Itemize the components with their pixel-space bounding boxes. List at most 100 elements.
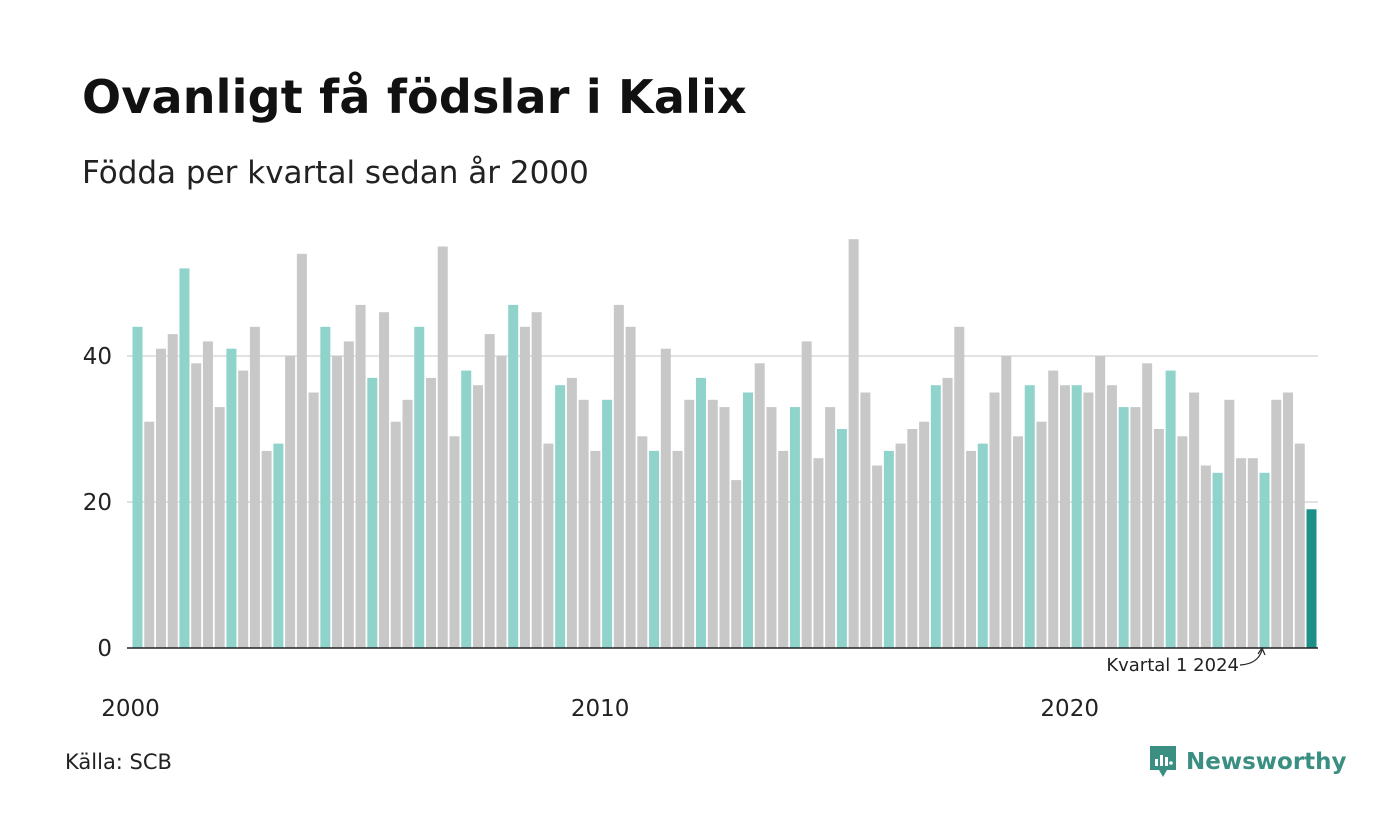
bar-2013-q3[interactable]: 2013 Q3: 33 — [766, 407, 777, 648]
bar-2016-q2[interactable]: 2016 Q2: 28 — [895, 443, 906, 648]
bar-2006-q2[interactable]: 2006 Q2: 37 — [426, 377, 436, 648]
bar-2013-q4[interactable]: 2013 Q4: 27 — [778, 450, 789, 648]
bar-2005-q2[interactable]: 2005 Q2: 46 — [379, 312, 390, 648]
bar-2008-q4[interactable]: 2008 Q4: 28 — [543, 443, 554, 648]
bar-2008-q3[interactable]: 2008 Q3: 46 — [531, 312, 542, 648]
bar-2007-q3[interactable]: 2007 Q3: 43 — [484, 334, 495, 648]
bar-2023-q2[interactable]: 2023 Q2: 34 — [1224, 399, 1235, 648]
bar-2022-q3[interactable]: 2022 Q3: 35 — [1189, 392, 1200, 649]
bar-2025-q1[interactable]: 2025 Q1: 19 — [1306, 509, 1317, 648]
bar-2019-q1[interactable]: 2019 Q1: 36 — [1024, 385, 1035, 648]
bar-2013-q1[interactable]: 2013 Q1: 35 — [742, 392, 753, 649]
bar-2017-q4[interactable]: 2017 Q4: 27 — [966, 450, 977, 648]
bar-2021-q2[interactable]: 2021 Q2: 33 — [1130, 407, 1141, 648]
bar-2010-q2[interactable]: 2010 Q2: 47 — [613, 304, 624, 648]
bar-2010-q3[interactable]: 2010 Q3: 44 — [625, 326, 636, 648]
bar-2023-q3[interactable]: 2023 Q3: 26 — [1236, 458, 1247, 648]
bar-2002-q2[interactable]: 2002 Q2: 38 — [238, 370, 249, 648]
bar-2023-q1[interactable]: 2023 Q1: 24 — [1212, 472, 1223, 648]
bar-2006-q4[interactable]: 2006 Q4: 29 — [449, 436, 460, 648]
bar-2024-q2[interactable]: 2024 Q2: 34 — [1271, 399, 1282, 648]
bar-2021-q3[interactable]: 2021 Q3: 39 — [1142, 363, 1153, 648]
bar-2018-q3[interactable]: 2018 Q3: 40 — [1001, 356, 1012, 648]
bar-2018-q2[interactable]: 2018 Q2: 35 — [989, 392, 1000, 649]
bar-2018-q4[interactable]: 2018 Q4: 29 — [1013, 436, 1023, 648]
bar-2012-q1[interactable]: 2012 Q1: 37 — [696, 377, 707, 648]
bar-2011-q3[interactable]: 2011 Q3: 27 — [672, 450, 683, 648]
bar-2006-q1[interactable]: 2006 Q1: 44 — [414, 326, 425, 648]
bar-2013-q2[interactable]: 2013 Q2: 39 — [754, 363, 765, 648]
bar-2006-q3[interactable]: 2006 Q3: 55 — [437, 246, 448, 649]
bar-2003-q3[interactable]: 2003 Q3: 54 — [296, 253, 307, 649]
bar-2004-q1[interactable]: 2004 Q1: 44 — [320, 326, 331, 648]
bar-2007-q4[interactable]: 2007 Q4: 40 — [496, 356, 507, 648]
bar-2017-q3[interactable]: 2017 Q3: 44 — [954, 326, 965, 648]
bar-2007-q2[interactable]: 2007 Q2: 36 — [472, 385, 483, 648]
bar-2020-q2[interactable]: 2020 Q2: 35 — [1083, 392, 1094, 649]
bar-2005-q4[interactable]: 2005 Q4: 34 — [402, 399, 413, 648]
bar-2005-q1[interactable]: 2005 Q1: 37 — [367, 377, 378, 648]
bar-2000-q3[interactable]: 2000 Q3: 41 — [155, 348, 166, 648]
bar-2004-q4[interactable]: 2004 Q4: 47 — [355, 304, 366, 648]
bar-2010-q1[interactable]: 2010 Q1: 34 — [602, 399, 613, 648]
bar-2003-q4[interactable]: 2003 Q4: 35 — [308, 392, 319, 649]
bar-2002-q3[interactable]: 2002 Q3: 44 — [249, 326, 260, 648]
bar-2024-q3[interactable]: 2024 Q3: 35 — [1283, 392, 1294, 649]
bar-2014-q3[interactable]: 2014 Q3: 26 — [813, 458, 824, 648]
bar-2001-q2[interactable]: 2001 Q2: 39 — [191, 363, 202, 648]
bar-2012-q4[interactable]: 2012 Q4: 23 — [731, 480, 742, 648]
bar-2020-q4[interactable]: 2020 Q4: 36 — [1106, 385, 1117, 648]
bar-2008-q1[interactable]: 2008 Q1: 47 — [508, 304, 519, 648]
bar-2002-q1[interactable]: 2002 Q1: 41 — [226, 348, 237, 648]
bar-2022-q2[interactable]: 2022 Q2: 29 — [1177, 436, 1188, 648]
bar-2003-q2[interactable]: 2003 Q2: 40 — [285, 356, 296, 648]
bar-2009-q1[interactable]: 2009 Q1: 36 — [555, 385, 566, 648]
bar-2020-q3[interactable]: 2020 Q3: 40 — [1095, 356, 1106, 648]
bar-2010-q4[interactable]: 2010 Q4: 29 — [637, 436, 648, 648]
bar-2016-q3[interactable]: 2016 Q3: 30 — [907, 429, 918, 648]
bar-2009-q4[interactable]: 2009 Q4: 27 — [590, 450, 601, 648]
bar-2012-q3[interactable]: 2012 Q3: 33 — [719, 407, 730, 648]
bar-2009-q3[interactable]: 2009 Q3: 34 — [578, 399, 589, 648]
bar-2000-q2[interactable]: 2000 Q2: 31 — [144, 421, 155, 648]
bar-2011-q1[interactable]: 2011 Q1: 27 — [649, 450, 660, 648]
bar-2008-q2[interactable]: 2008 Q2: 44 — [519, 326, 530, 648]
bar-2001-q3[interactable]: 2001 Q3: 42 — [202, 341, 213, 648]
bar-2007-q1[interactable]: 2007 Q1: 38 — [461, 370, 472, 648]
bar-2000-q1[interactable]: 2000 Q1: 44 — [132, 326, 143, 648]
bar-2004-q2[interactable]: 2004 Q2: 40 — [332, 356, 343, 648]
bar-2017-q2[interactable]: 2017 Q2: 37 — [942, 377, 953, 648]
bar-2022-q4[interactable]: 2022 Q4: 25 — [1200, 465, 1211, 649]
bar-2021-q4[interactable]: 2021 Q4: 30 — [1153, 429, 1164, 648]
bar-2015-q1[interactable]: 2015 Q1: 30 — [836, 429, 847, 648]
bar-2016-q1[interactable]: 2016 Q1: 27 — [883, 450, 894, 648]
bar-2001-q1[interactable]: 2001 Q1: 52 — [179, 268, 190, 648]
bar-2015-q4[interactable]: 2015 Q4: 25 — [872, 465, 883, 649]
bar-2002-q4[interactable]: 2002 Q4: 27 — [261, 450, 272, 648]
bar-2000-q4[interactable]: 2000 Q4: 43 — [167, 334, 178, 648]
bar-2015-q2[interactable]: 2015 Q2: 56 — [848, 239, 859, 648]
bar-2009-q2[interactable]: 2009 Q2: 37 — [566, 377, 577, 648]
bar-2016-q4[interactable]: 2016 Q4: 31 — [919, 421, 930, 648]
bar-2015-q3[interactable]: 2015 Q3: 35 — [860, 392, 871, 649]
bar-2012-q2[interactable]: 2012 Q2: 34 — [707, 399, 718, 648]
bar-2014-q4[interactable]: 2014 Q4: 33 — [825, 407, 836, 648]
bar-2019-q2[interactable]: 2019 Q2: 31 — [1036, 421, 1047, 648]
bar-2014-q2[interactable]: 2014 Q2: 42 — [801, 341, 812, 648]
bar-2020-q1[interactable]: 2020 Q1: 36 — [1071, 385, 1082, 648]
bar-2014-q1[interactable]: 2014 Q1: 33 — [789, 407, 800, 648]
bar-2003-q1[interactable]: 2003 Q1: 28 — [273, 443, 284, 648]
bar-2004-q3[interactable]: 2004 Q3: 42 — [343, 341, 354, 648]
bar-2019-q4[interactable]: 2019 Q4: 36 — [1059, 385, 1070, 648]
newsworthy-logo[interactable]: Newsworthy — [1148, 744, 1347, 780]
bar-2022-q1[interactable]: 2022 Q1: 38 — [1165, 370, 1176, 648]
bar-2018-q1[interactable]: 2018 Q1: 28 — [977, 443, 988, 648]
bar-2017-q1[interactable]: 2017 Q1: 36 — [930, 385, 941, 648]
bar-2005-q3[interactable]: 2005 Q3: 31 — [390, 421, 401, 648]
bar-2023-q4[interactable]: 2023 Q4: 26 — [1247, 458, 1258, 648]
bar-2024-q1[interactable]: 2024 Q1: 24 — [1259, 472, 1270, 648]
bar-2001-q4[interactable]: 2001 Q4: 33 — [214, 407, 225, 648]
bar-2011-q4[interactable]: 2011 Q4: 34 — [684, 399, 695, 648]
bar-2019-q3[interactable]: 2019 Q3: 38 — [1048, 370, 1059, 648]
bar-2024-q4[interactable]: 2024 Q4: 28 — [1294, 443, 1305, 648]
